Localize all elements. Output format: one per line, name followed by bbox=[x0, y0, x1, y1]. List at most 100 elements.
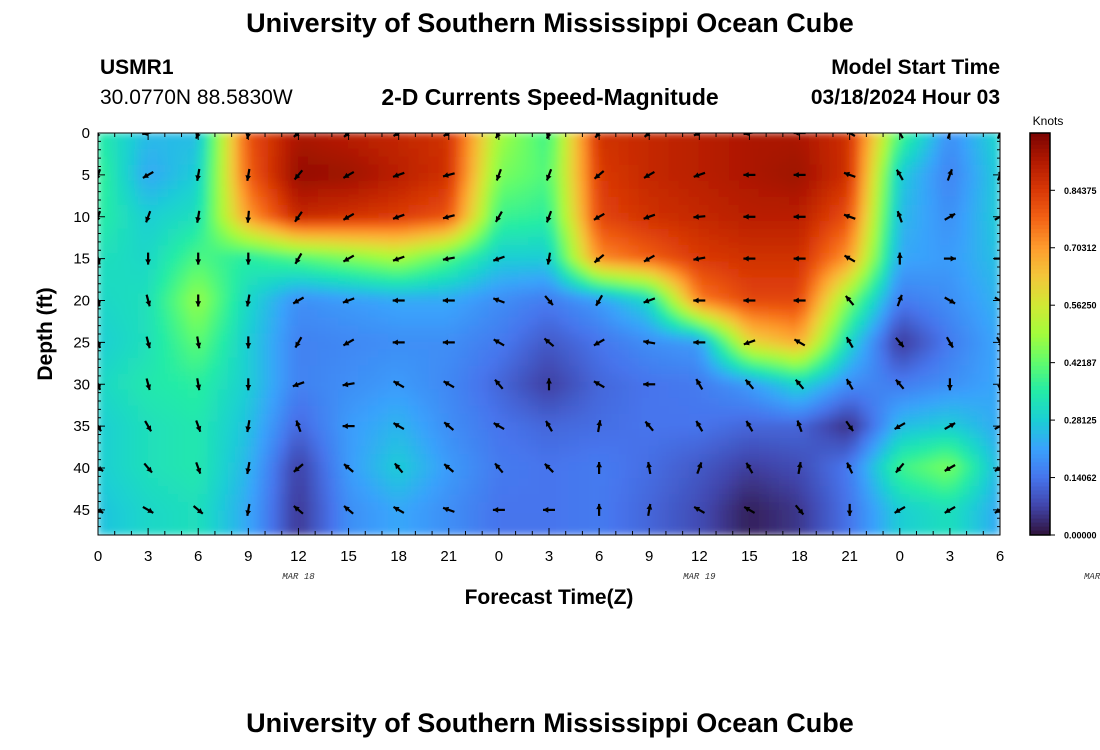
heatmap-cell bbox=[358, 373, 370, 383]
heatmap-cell bbox=[618, 188, 630, 198]
heatmap-cell bbox=[919, 204, 931, 214]
heatmap-cell bbox=[388, 237, 400, 247]
heatmap-cell bbox=[257, 228, 269, 239]
heatmap-cell bbox=[398, 446, 410, 456]
heatmap-cell bbox=[197, 228, 209, 239]
heatmap-cell bbox=[899, 454, 911, 464]
heatmap-cell bbox=[779, 429, 791, 440]
heatmap-cell bbox=[338, 196, 350, 206]
heatmap-cell bbox=[187, 317, 199, 327]
heatmap-cell bbox=[488, 502, 500, 512]
heatmap-cell bbox=[768, 405, 781, 415]
heatmap-cell bbox=[307, 454, 319, 464]
heatmap-cell bbox=[799, 421, 811, 431]
heatmap-cell bbox=[728, 293, 740, 303]
heatmap-cell bbox=[187, 301, 199, 311]
heatmap-cell bbox=[929, 478, 941, 488]
heatmap-cell bbox=[899, 413, 911, 423]
heatmap-cell bbox=[608, 237, 620, 247]
heatmap-cell bbox=[879, 188, 891, 198]
x-tick-label: 12 bbox=[290, 548, 307, 565]
heatmap-cell bbox=[348, 478, 360, 488]
heatmap-cell bbox=[257, 470, 269, 480]
heatmap-cell bbox=[748, 349, 760, 359]
heatmap-cell bbox=[949, 413, 961, 423]
heatmap-cell bbox=[418, 148, 430, 158]
heatmap-cell bbox=[879, 140, 891, 150]
heatmap-cell bbox=[879, 405, 891, 415]
heatmap-cell bbox=[488, 373, 500, 383]
heatmap-cell bbox=[247, 228, 259, 239]
heatmap-cell bbox=[648, 180, 660, 190]
heatmap-cell bbox=[448, 438, 460, 448]
heatmap-cell bbox=[328, 212, 340, 222]
heatmap-cell bbox=[849, 156, 861, 166]
heatmap-cell bbox=[127, 309, 139, 319]
heatmap-cell bbox=[969, 349, 981, 359]
heatmap-cell bbox=[758, 462, 770, 472]
heatmap-cell bbox=[879, 341, 891, 351]
heatmap-cell bbox=[137, 301, 149, 311]
heatmap-cell bbox=[388, 357, 400, 367]
heatmap-cell bbox=[528, 325, 540, 335]
heatmap-cell bbox=[839, 518, 851, 528]
heatmap-cell bbox=[728, 309, 740, 319]
heatmap-cell bbox=[247, 518, 259, 528]
y-tick-label: 15 bbox=[73, 251, 90, 268]
heatmap-cell bbox=[849, 228, 861, 239]
heatmap-cell bbox=[809, 285, 821, 295]
heatmap-cell bbox=[277, 204, 289, 214]
heatmap-cell bbox=[909, 429, 921, 440]
heatmap-cell bbox=[588, 526, 600, 535]
heatmap-cell bbox=[187, 245, 199, 255]
heatmap-cell bbox=[358, 494, 370, 504]
heatmap-cell bbox=[368, 494, 380, 504]
heatmap-cell bbox=[127, 333, 139, 343]
heatmap-cell bbox=[267, 196, 279, 206]
heatmap-cell bbox=[348, 269, 360, 279]
heatmap-cell bbox=[578, 397, 590, 407]
heatmap-cell bbox=[718, 349, 730, 359]
heatmap-cell bbox=[668, 180, 680, 190]
heatmap-cell bbox=[147, 228, 159, 239]
heatmap-cell bbox=[738, 333, 750, 343]
heatmap-cell bbox=[448, 301, 460, 311]
heatmap-cell bbox=[758, 357, 770, 367]
heatmap-cell bbox=[167, 462, 179, 472]
heatmap-cell bbox=[147, 301, 159, 311]
heatmap-cell bbox=[809, 365, 821, 375]
heatmap-cell bbox=[618, 373, 630, 383]
heatmap-cell bbox=[177, 341, 189, 351]
heatmap-cell bbox=[829, 293, 841, 303]
heatmap-cell bbox=[348, 140, 360, 150]
heatmap-cell bbox=[568, 478, 580, 488]
heatmap-cell bbox=[568, 518, 580, 528]
heatmap-cell bbox=[297, 478, 309, 488]
heatmap-cell bbox=[297, 156, 309, 166]
current-vector bbox=[294, 211, 303, 223]
heatmap-cell bbox=[929, 301, 941, 311]
heatmap-cell bbox=[578, 438, 590, 448]
heatmap-cell bbox=[408, 470, 420, 480]
heatmap-cell bbox=[528, 164, 540, 174]
current-vector bbox=[443, 133, 452, 137]
current-vector bbox=[442, 172, 455, 178]
heatmap-cell bbox=[498, 470, 510, 480]
heatmap-cell bbox=[177, 397, 189, 407]
heatmap-cell bbox=[698, 526, 710, 535]
heatmap-cell bbox=[939, 325, 951, 335]
heatmap-cell bbox=[989, 140, 1000, 150]
heatmap-cell bbox=[698, 164, 710, 174]
heatmap-cell bbox=[648, 470, 660, 480]
heatmap-cell bbox=[598, 341, 610, 351]
heatmap-cell bbox=[779, 357, 791, 367]
heatmap-cell bbox=[287, 277, 299, 287]
heatmap-cell bbox=[488, 389, 500, 399]
heatmap-cell bbox=[799, 518, 811, 528]
heatmap-cell bbox=[358, 277, 370, 287]
heatmap-cell bbox=[177, 156, 189, 166]
heatmap-cell bbox=[147, 357, 159, 367]
heatmap-cell bbox=[638, 470, 650, 480]
heatmap-cell bbox=[929, 237, 941, 247]
heatmap-cell bbox=[789, 470, 801, 480]
